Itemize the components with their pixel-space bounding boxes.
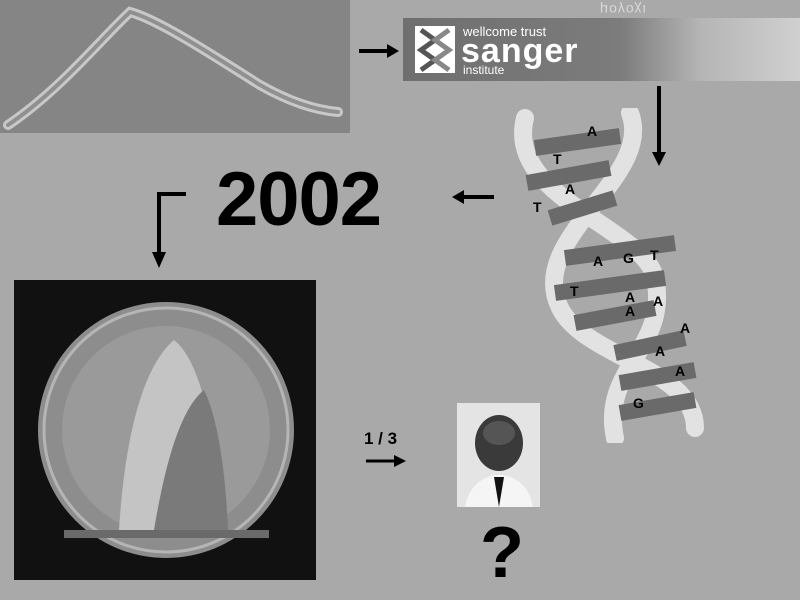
year-label: 2002 — [216, 157, 382, 242]
svg-text:T: T — [650, 247, 659, 263]
arrow-right-small-icon — [366, 455, 406, 467]
svg-text:G: G — [623, 250, 634, 266]
arrow-right-icon — [359, 44, 399, 58]
svg-text:A: A — [587, 123, 597, 139]
svg-text:A: A — [625, 289, 635, 305]
svg-text:A: A — [655, 343, 665, 359]
banner-sub-line: institute — [463, 63, 505, 77]
nobel-medal-photo — [14, 280, 316, 580]
svg-text:A: A — [653, 293, 663, 309]
svg-text:A: A — [675, 363, 685, 379]
mirrored-text: μογοχι — [600, 2, 647, 18]
svg-text:T: T — [533, 199, 542, 215]
sanger-banner: wellcome trust sanger institute — [403, 18, 800, 81]
svg-text:A: A — [680, 320, 690, 336]
arrow-down-icon — [652, 86, 666, 166]
arrow-down-elbow-icon — [152, 192, 186, 268]
svg-text:A: A — [625, 303, 635, 319]
svg-text:A: A — [593, 253, 603, 269]
svg-text:G: G — [633, 395, 644, 411]
arrow-left-icon — [452, 190, 494, 204]
svg-text:T: T — [570, 283, 579, 299]
sanger-logo — [415, 26, 455, 73]
banner-name: sanger — [461, 32, 579, 70]
question-mark: ? — [480, 513, 524, 593]
fraction-label: 1 / 3 — [364, 429, 398, 448]
svg-text:T: T — [553, 151, 562, 167]
svg-text:A: A — [565, 181, 575, 197]
banner-org-line: wellcome trust — [463, 24, 547, 39]
worm-photo — [0, 0, 350, 133]
portrait-photo — [457, 403, 540, 507]
